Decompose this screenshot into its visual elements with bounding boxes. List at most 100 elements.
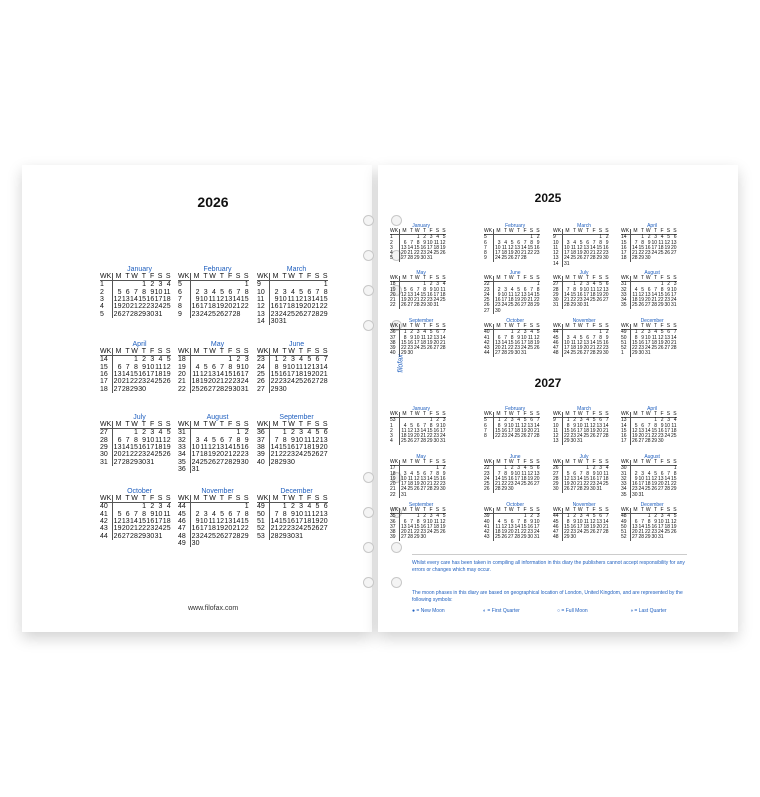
day-cell: 5 [634,422,638,429]
weekday-header: T [637,228,645,236]
day-cell: 28 [440,345,446,351]
day-cell: 1 [641,234,645,241]
month-name: April [647,223,658,229]
week-number: 48 [621,514,632,520]
weekday-header: WK [390,507,401,515]
day-cell: 25 [514,433,521,439]
weekday-header: W [576,275,583,283]
day-cell: 18 [303,518,312,526]
day-cell: 6 [423,470,427,477]
week-row: 19 4 5 6 7 8 9 10 [178,363,249,372]
week-number: 18 [178,355,192,364]
weekday-header: S [526,411,534,419]
week-number: 23 [257,355,271,364]
day-cell: 6 [599,513,603,520]
day-cell: 8 [142,510,147,518]
week-number: 13 [621,418,632,424]
week-row: 34 18 19 20 21 22 23 24 [621,297,677,304]
week-row: 50 7 8 9 10 11 12 13 [257,510,328,519]
month-calendar-2026-7: July WK M T W T F S S 27 1 2 3 4 5 28 6 7 8 9 10 11 12 29 13 14 15… [100,414,171,467]
day-cell: 24 [146,378,155,386]
day-cell: 10 [154,510,163,518]
week-row: 11 9 10 11 12 13 14 15 [257,296,328,304]
weekday-header: F [303,495,312,504]
day-cell: 5 [592,417,596,424]
day-cell: 13 [401,244,407,251]
weekday-header: M [269,273,279,282]
weekday-header: S [670,228,677,236]
day-cell: 20 [407,297,414,303]
month-name: August [206,414,229,421]
weekday-header: S [240,273,249,282]
day-cell: 1 [510,329,514,336]
weekday-header: T [278,348,287,357]
day-cell [146,386,154,393]
month-calendar-2027-10: October WK M T W T F S S 39 1 2 3 40 4 5 6 7 8 9 10 41 11 12 13 1… [484,502,540,541]
day-cell: 6 [523,286,527,293]
day-cell: 21 [440,339,446,346]
weekday-header: W [507,323,514,331]
weekday-header: F [520,323,527,331]
day-cell: 15 [401,339,407,346]
day-cell: 6 [410,286,414,293]
day-cell: 26 [440,250,446,256]
weekday-header: S [154,495,163,504]
day-cell: 28 [130,532,138,540]
day-cell: 24 [645,345,651,351]
day-cell: 1 [282,429,287,437]
day-cell: 11 [645,475,651,482]
website-url[interactable]: www.filofax.com [188,605,239,612]
week-row: 48 1 2 3 4 5 [621,514,677,520]
weekday-header: T [137,495,147,504]
day-cell: 21 [224,451,233,459]
day-cell: 4 [634,286,638,293]
week-row: 41 5 6 7 8 9 10 11 [100,510,171,519]
month-name: September [408,502,434,508]
day-cell: 10 [564,244,570,251]
day-cell: 21 [671,339,677,346]
weekday-header: S [162,273,171,282]
week-number: 27 [553,471,564,477]
day-cell [162,459,170,466]
month-calendar-2027-5: May WK M T W T F S S 17 1 2 18 3 4 5 6 7 8 9 19 10 11 12 13 14 15 1… [390,454,446,498]
day-cell: 24 [651,250,658,256]
day-cell: 1 [530,234,534,241]
weekday-header: M [562,228,570,236]
day-cell: 18 [570,250,577,256]
day-cell [240,311,248,318]
day-cell: 7 [517,518,521,525]
weekday-header: S [240,421,249,430]
week-row: 31 27 28 29 30 31 [100,458,171,467]
day-cell: 29 [564,534,570,541]
day-cell [311,533,319,540]
weekday-header: F [224,495,233,504]
day-cell: 20 [113,451,122,459]
day-cell: 26 [427,345,433,351]
day-cell: 7 [605,513,609,520]
week-number: 34 [178,451,192,459]
day-cell: 29 [645,534,651,541]
day-cell: 20 [603,291,609,298]
day-cell: 12 [577,244,583,251]
day-cell: 29 [130,385,138,393]
week-number: 1 [100,280,114,289]
weekday-header: F [589,507,596,515]
day-cell: 25 [154,378,163,386]
day-cell: 16 [146,518,155,526]
day-cell: 1 [142,281,147,289]
weekday-header: T [419,411,427,419]
day-cell: 26 [295,310,304,318]
week-row: 8 22 23 24 25 26 27 28 [484,433,540,440]
day-cell: 7 [125,436,130,444]
day-cell: 21 [534,427,540,434]
week-row: 17 21 22 23 24 25 26 27 [621,250,677,257]
day-cell: 1 [236,429,241,437]
day-cell: 19 [651,481,658,487]
month-name: August [644,454,660,460]
day-cell: 12 [407,427,414,434]
weekday-header: WK [553,459,564,467]
day-cell: 29 [414,534,420,541]
day-cell: 26 [199,385,208,393]
week-row: 8 16 17 18 19 20 21 22 [178,303,249,311]
day-cell: 30 [146,532,155,540]
